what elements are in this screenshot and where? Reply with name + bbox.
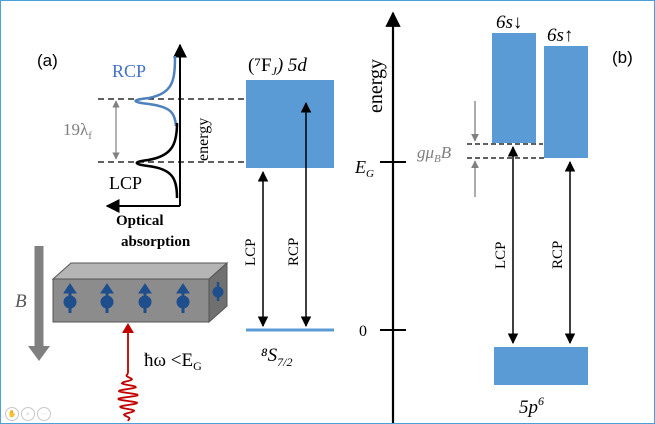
- photon-arrow-head: [122, 323, 134, 333]
- field-arrow-head: [28, 346, 50, 361]
- viewer-toolbar: ✋ ⌕ ⋯: [5, 407, 51, 421]
- spectrum-energy-label: energy: [195, 118, 212, 161]
- ground-state-label: ⁸S7/2: [261, 345, 292, 369]
- crystal-top-face: [51, 262, 229, 280]
- zoom-icon[interactable]: ⌕: [21, 407, 35, 421]
- panel-a-label: (a): [37, 51, 58, 70]
- 5d-band: [246, 80, 334, 168]
- 6s-spin-down-band: [492, 33, 536, 143]
- spin-group: [63, 282, 224, 313]
- spin-arrow-head-2: [100, 283, 114, 294]
- 5p-valence-band: [494, 347, 588, 385]
- optical-absorption-label-1: Optical: [116, 213, 164, 229]
- photon-wave: [117, 372, 139, 422]
- spin-arrow-head-4: [176, 283, 190, 294]
- splitting-label: 19λf: [63, 120, 92, 142]
- optical-absorption-label-2: absorption: [121, 234, 191, 250]
- rcp-curve-label: RCP: [112, 61, 146, 81]
- eg-label: EG: [354, 157, 374, 180]
- panel-b-label: (b): [612, 48, 633, 67]
- lcp-curve-label: LCP: [109, 173, 142, 193]
- more-icon[interactable]: ⋯: [37, 407, 51, 421]
- lcp-transition-label-a: LCP: [243, 238, 259, 266]
- zeeman-label: gμBB: [417, 143, 452, 165]
- spin-arrow-head-1: [63, 283, 77, 294]
- zero-label: 0: [359, 323, 367, 340]
- lcp-transition-label-b: LCP: [493, 241, 509, 269]
- rcp-transition-label-b: RCP: [550, 241, 566, 269]
- rcp-transition-label-a: RCP: [286, 238, 302, 266]
- spin-up-label: 6s↑: [547, 25, 573, 46]
- rcp-absorption-curve: [134, 55, 178, 127]
- spin-arrow-head-3: [138, 283, 152, 294]
- upper-state-label: (⁷FJ) 5d: [248, 55, 307, 78]
- energy-axis-label-b: energy: [365, 59, 387, 113]
- hand-icon[interactable]: ✋: [5, 407, 19, 421]
- field-label: B: [15, 291, 27, 312]
- 6s-spin-up-band: [544, 46, 588, 158]
- photon-energy-label: ħω <EG: [144, 350, 202, 373]
- valence-label: 5p6: [519, 394, 544, 418]
- spin-down-label: 6s↓: [496, 12, 522, 33]
- lcp-absorption-curve: [135, 122, 179, 199]
